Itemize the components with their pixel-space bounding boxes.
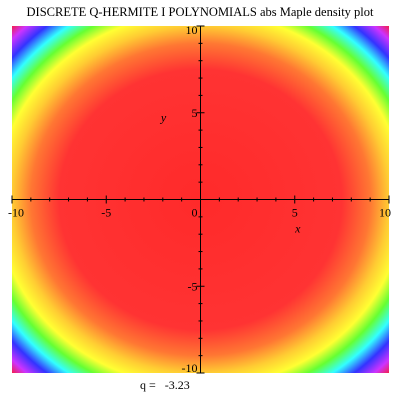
y-axis-label: y (160, 110, 167, 124)
x-tick-label: -10 (8, 206, 24, 220)
y-tick-label: 5 (192, 106, 198, 120)
y-tick-label: 10 (186, 23, 198, 37)
x-tick-label: 0 (192, 206, 198, 220)
q-value: -3.23 (164, 378, 190, 392)
q-label: q = (140, 378, 156, 392)
y-tick-label: -10 (182, 361, 198, 375)
x-tick-label: 5 (292, 206, 298, 220)
x-tick-label: 10 (379, 206, 391, 220)
chart-title: DISCRETE Q-HERMITE I POLYNOMIALS abs Map… (26, 5, 374, 19)
y-tick-label: -5 (188, 279, 198, 293)
axis-labels: -10 -5 0 5 10 -10 -5 5 10 x y (8, 23, 391, 375)
axes (11, 25, 390, 374)
x-axis-label: x (294, 222, 301, 236)
q-parameter-caption: q = -3.23 (140, 378, 190, 393)
x-tick-label: -5 (101, 206, 111, 220)
